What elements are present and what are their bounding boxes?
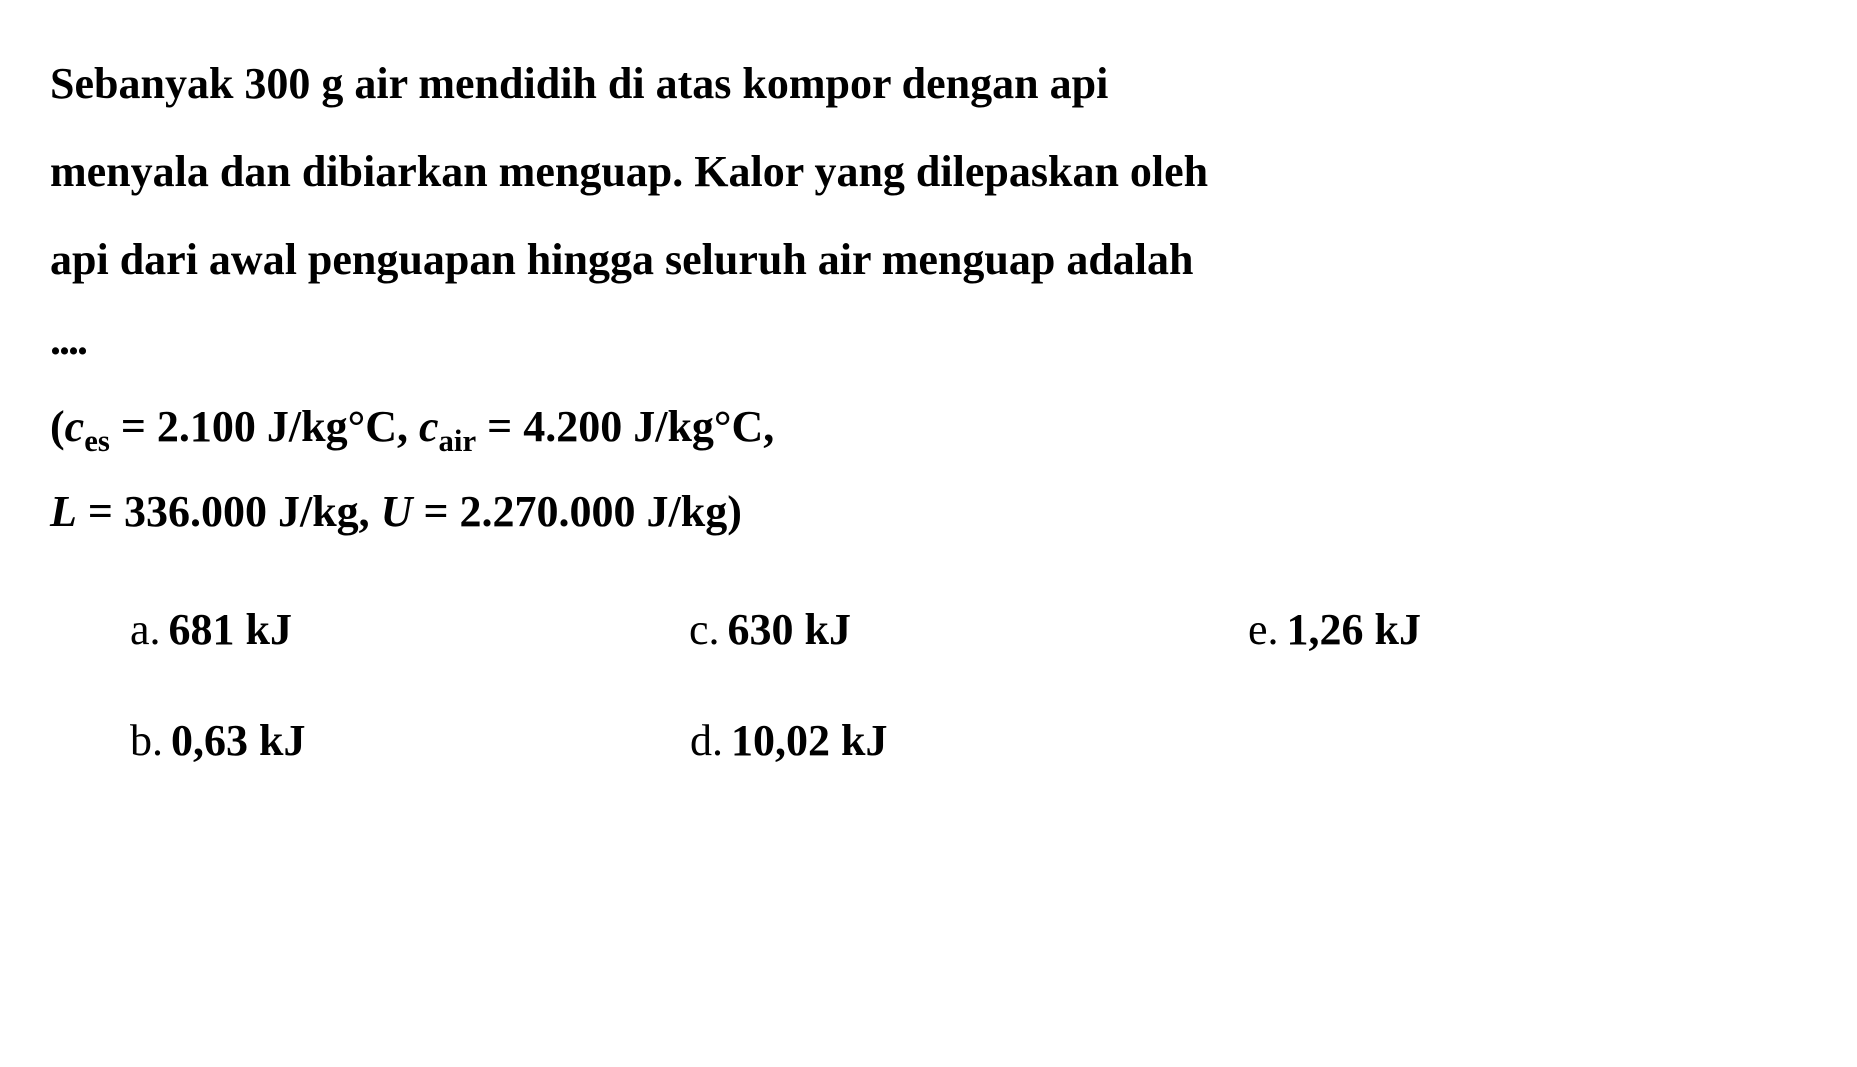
- es-subscript: es: [84, 424, 110, 458]
- options-row-1: a.681 kJ c.630 kJ e.1,26 kJ: [50, 604, 1807, 655]
- l-symbol: L: [50, 487, 77, 536]
- option-c-value: 630 kJ: [728, 605, 851, 654]
- ces-value: 2.100 J/kg°C,: [157, 402, 419, 451]
- air-subscript: air: [439, 424, 477, 458]
- option-d-value: 10,02 kJ: [731, 716, 887, 765]
- given-values: (ces = 2.100 J/kg°C, cair = 4.200 J/kg°C…: [50, 385, 1807, 554]
- option-c: c.630 kJ: [689, 604, 1248, 655]
- c-symbol-2: c: [419, 402, 439, 451]
- l-value: 336.000 J/kg,: [124, 487, 381, 536]
- ellipsis: ....: [50, 314, 1807, 365]
- option-a: a.681 kJ: [130, 604, 689, 655]
- eq-3: =: [77, 487, 124, 536]
- option-c-letter: c.: [689, 605, 720, 654]
- option-e: e.1,26 kJ: [1248, 604, 1807, 655]
- option-b-value: 0,63 kJ: [171, 716, 305, 765]
- option-d: d.10,02 kJ: [690, 715, 1250, 766]
- u-value: 2.270.000 J/kg): [460, 487, 742, 536]
- given-line-2: L = 336.000 J/kg, U = 2.270.000 J/kg): [50, 470, 1807, 554]
- options-row-2: b.0,63 kJ d.10,02 kJ: [50, 715, 1807, 766]
- option-b-letter: b.: [130, 716, 163, 765]
- question-container: Sebanyak 300 g air mendidih di atas komp…: [50, 40, 1807, 766]
- eq-1: =: [110, 402, 157, 451]
- open-paren: (: [50, 402, 65, 451]
- option-a-value: 681 kJ: [169, 605, 292, 654]
- question-line-2: menyala dan dibiarkan menguap. Kalor yan…: [50, 128, 1807, 216]
- cair-value: 4.200 J/kg°C,: [523, 402, 774, 451]
- eq-2: =: [476, 402, 523, 451]
- option-e-letter: e.: [1248, 605, 1279, 654]
- question-line-1: Sebanyak 300 g air mendidih di atas komp…: [50, 40, 1807, 128]
- question-text-block: Sebanyak 300 g air mendidih di atas komp…: [50, 40, 1807, 304]
- u-symbol: U: [381, 487, 413, 536]
- c-symbol-1: c: [65, 402, 85, 451]
- given-line-1: (ces = 2.100 J/kg°C, cair = 4.200 J/kg°C…: [50, 385, 1807, 470]
- option-a-letter: a.: [130, 605, 161, 654]
- eq-4: =: [412, 487, 459, 536]
- option-d-letter: d.: [690, 716, 723, 765]
- option-e-value: 1,26 kJ: [1287, 605, 1421, 654]
- option-b: b.0,63 kJ: [130, 715, 690, 766]
- question-line-3: api dari awal penguapan hingga seluruh a…: [50, 216, 1807, 304]
